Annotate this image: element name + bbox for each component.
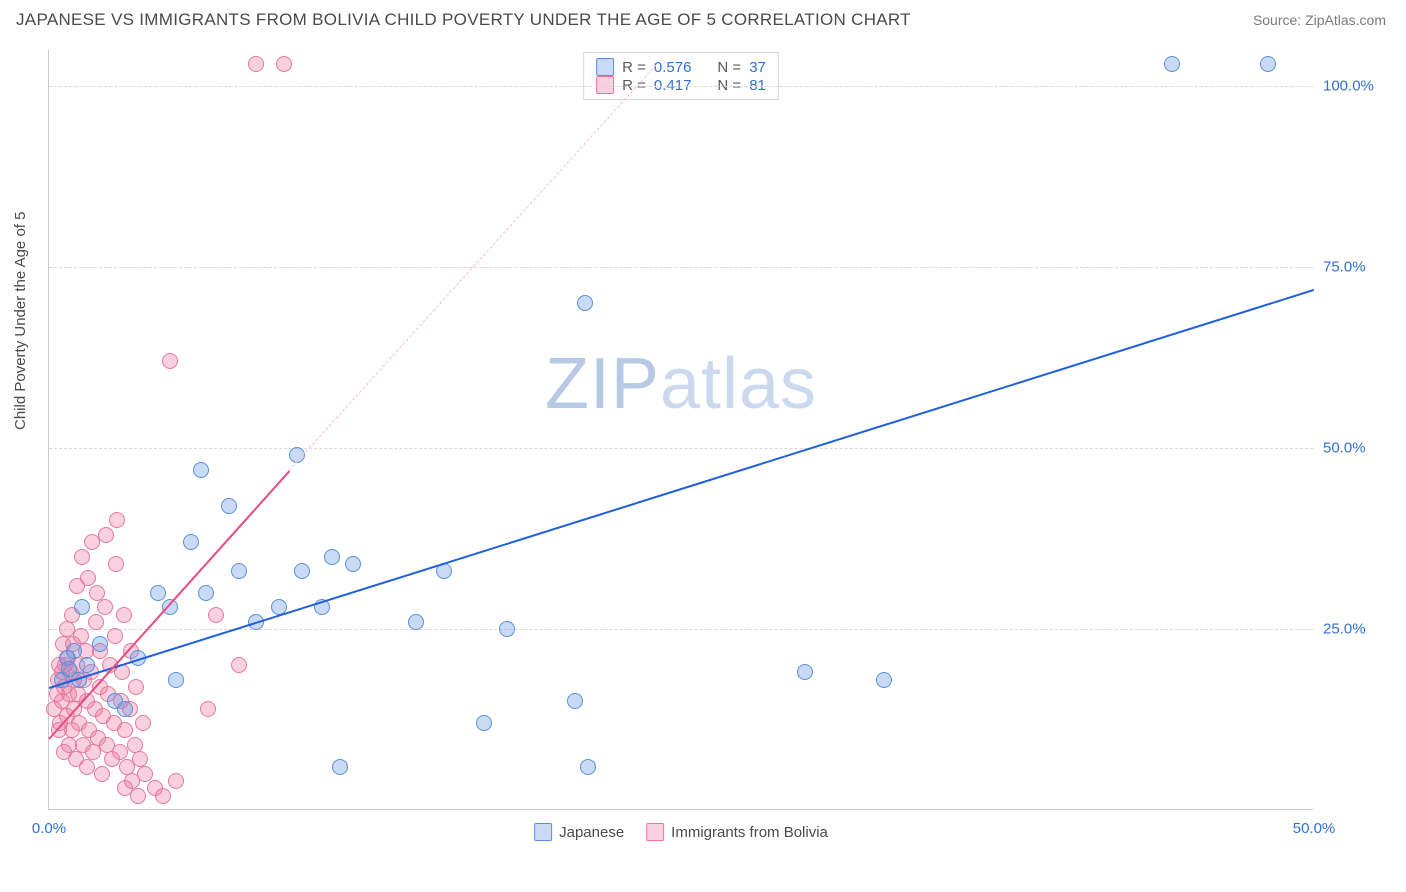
data-point-japanese bbox=[797, 664, 813, 680]
data-point-japanese bbox=[198, 585, 214, 601]
data-point-bolivia bbox=[107, 628, 123, 644]
data-point-bolivia bbox=[98, 527, 114, 543]
data-point-japanese bbox=[577, 295, 593, 311]
data-point-japanese bbox=[1260, 56, 1276, 72]
stat-label-n: N = bbox=[717, 59, 741, 76]
data-point-bolivia bbox=[137, 766, 153, 782]
data-point-bolivia bbox=[208, 607, 224, 623]
x-tick-label: 50.0% bbox=[1293, 820, 1336, 837]
gridline bbox=[49, 267, 1313, 268]
data-point-bolivia bbox=[97, 599, 113, 615]
data-point-japanese bbox=[193, 462, 209, 478]
data-point-japanese bbox=[345, 556, 361, 572]
stat-value-n-japanese: 37 bbox=[749, 59, 766, 76]
data-point-japanese bbox=[117, 701, 133, 717]
data-point-japanese bbox=[1164, 56, 1180, 72]
data-point-bolivia bbox=[116, 607, 132, 623]
data-point-japanese bbox=[567, 693, 583, 709]
data-point-bolivia bbox=[135, 715, 151, 731]
data-point-bolivia bbox=[80, 570, 96, 586]
data-point-bolivia bbox=[168, 773, 184, 789]
correlation-row-japanese: R = 0.576 N = 37 bbox=[596, 58, 766, 76]
data-point-bolivia bbox=[94, 766, 110, 782]
data-point-bolivia bbox=[88, 614, 104, 630]
data-point-japanese bbox=[231, 563, 247, 579]
chart-title: JAPANESE VS IMMIGRANTS FROM BOLIVIA CHIL… bbox=[16, 10, 911, 30]
data-point-japanese bbox=[66, 643, 82, 659]
correlation-row-bolivia: R = 0.417 N = 81 bbox=[596, 76, 766, 94]
data-point-japanese bbox=[294, 563, 310, 579]
data-point-japanese bbox=[150, 585, 166, 601]
y-tick-label: 25.0% bbox=[1323, 621, 1393, 638]
watermark-light: atlas bbox=[660, 344, 817, 424]
data-point-bolivia bbox=[155, 788, 171, 804]
data-point-japanese bbox=[79, 657, 95, 673]
swatch-japanese bbox=[534, 823, 552, 841]
data-point-bolivia bbox=[200, 701, 216, 717]
swatch-bolivia bbox=[596, 76, 614, 94]
data-point-bolivia bbox=[108, 556, 124, 572]
data-point-japanese bbox=[92, 636, 108, 652]
data-point-bolivia bbox=[248, 56, 264, 72]
data-point-japanese bbox=[332, 759, 348, 775]
swatch-bolivia bbox=[646, 823, 664, 841]
legend-label-bolivia: Immigrants from Bolivia bbox=[671, 824, 828, 841]
watermark: ZIPatlas bbox=[545, 343, 817, 425]
stat-value-r-japanese: 0.576 bbox=[654, 59, 692, 76]
watermark-bold: ZIP bbox=[545, 344, 660, 424]
data-point-bolivia bbox=[117, 722, 133, 738]
legend-label-japanese: Japanese bbox=[559, 824, 624, 841]
y-tick-label: 75.0% bbox=[1323, 259, 1393, 276]
data-point-bolivia bbox=[79, 759, 95, 775]
data-point-japanese bbox=[324, 549, 340, 565]
gridline bbox=[49, 448, 1313, 449]
data-point-japanese bbox=[876, 672, 892, 688]
legend-item-bolivia: Immigrants from Bolivia bbox=[646, 823, 828, 841]
data-point-bolivia bbox=[231, 657, 247, 673]
data-point-japanese bbox=[221, 498, 237, 514]
y-tick-label: 100.0% bbox=[1323, 78, 1393, 95]
data-point-japanese bbox=[499, 621, 515, 637]
y-axis-title: Child Poverty Under the Age of 5 bbox=[12, 212, 29, 430]
stat-value-n-bolivia: 81 bbox=[749, 77, 766, 94]
x-tick-label: 0.0% bbox=[32, 820, 66, 837]
data-point-bolivia bbox=[128, 679, 144, 695]
data-point-bolivia bbox=[109, 512, 125, 528]
correlation-legend: R = 0.576 N = 37 R = 0.417 N = 81 bbox=[583, 52, 779, 100]
data-point-japanese bbox=[476, 715, 492, 731]
stat-value-r-bolivia: 0.417 bbox=[654, 77, 692, 94]
data-point-bolivia bbox=[74, 549, 90, 565]
data-point-japanese bbox=[183, 534, 199, 550]
gridline bbox=[49, 86, 1313, 87]
data-point-bolivia bbox=[162, 353, 178, 369]
source-attribution: Source: ZipAtlas.com bbox=[1253, 12, 1386, 28]
series-legend: Japanese Immigrants from Bolivia bbox=[534, 823, 828, 841]
data-point-bolivia bbox=[276, 56, 292, 72]
data-point-japanese bbox=[408, 614, 424, 630]
y-tick-label: 50.0% bbox=[1323, 440, 1393, 457]
stat-label-n: N = bbox=[717, 77, 741, 94]
data-point-japanese bbox=[74, 599, 90, 615]
data-point-japanese bbox=[580, 759, 596, 775]
data-point-japanese bbox=[168, 672, 184, 688]
stat-label-r: R = bbox=[622, 59, 646, 76]
legend-item-japanese: Japanese bbox=[534, 823, 624, 841]
swatch-japanese bbox=[596, 58, 614, 76]
scatter-plot-area: ZIPatlas R = 0.576 N = 37 R = 0.417 N = … bbox=[48, 50, 1313, 810]
header: JAPANESE VS IMMIGRANTS FROM BOLIVIA CHIL… bbox=[0, 0, 1406, 38]
data-point-bolivia bbox=[130, 788, 146, 804]
